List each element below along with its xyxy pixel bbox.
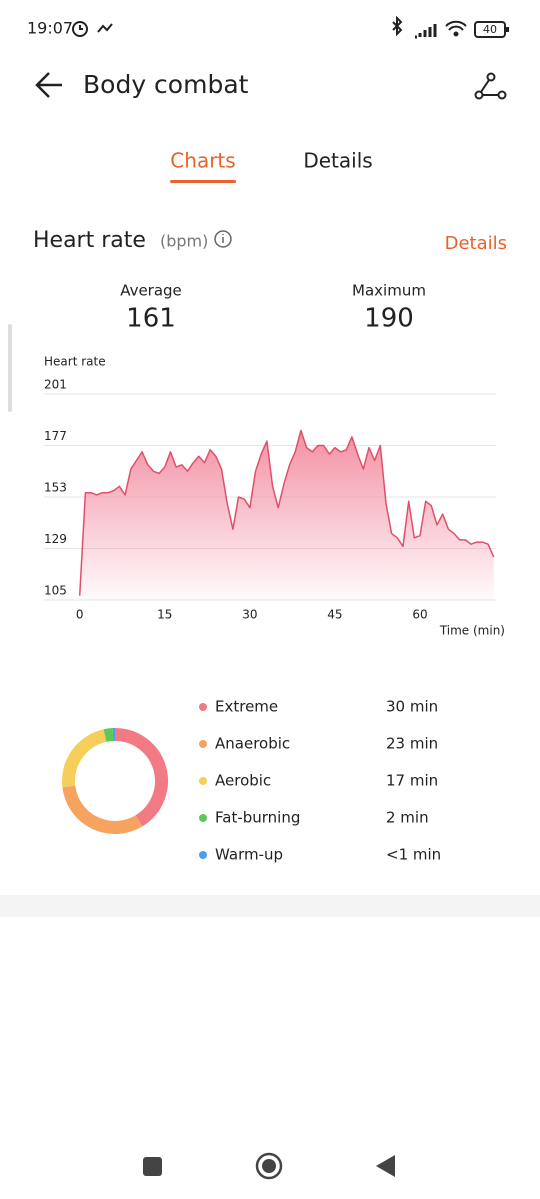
- x-tick-label: 0: [76, 608, 84, 622]
- x-tick-label: 15: [157, 608, 172, 622]
- zone-segment: [114, 728, 168, 827]
- legend-label: Aerobic: [215, 772, 271, 790]
- legend-value: 17 min: [386, 772, 438, 790]
- section-divider: [0, 895, 540, 917]
- info-icon[interactable]: [214, 230, 232, 248]
- legend-value: 23 min: [386, 735, 438, 753]
- stat-value: 161: [126, 304, 176, 334]
- legend-dot: [199, 740, 207, 748]
- nav-recents[interactable]: [143, 1157, 162, 1176]
- x-tick-label: 30: [242, 608, 257, 622]
- zone-legend: Extreme 30 min Anaerobic 23 min Aerobic 17 mi…: [199, 698, 441, 864]
- legend-label: Extreme: [215, 698, 278, 716]
- back-button[interactable]: [35, 72, 62, 98]
- legend-value: <1 min: [386, 846, 441, 864]
- nav-back[interactable]: [376, 1155, 395, 1177]
- zone-donut: [62, 728, 168, 834]
- legend-dot: [199, 851, 207, 859]
- tab-details[interactable]: Details: [303, 149, 372, 173]
- status-time: 19:07: [27, 19, 73, 38]
- legend-value: 30 min: [386, 698, 438, 716]
- tab-indicator: [170, 180, 236, 183]
- section-title: Heart rate: [33, 228, 146, 253]
- legend-value: 2 min: [386, 809, 429, 827]
- y-tick-label: 153: [44, 481, 67, 495]
- x-axis-label: Time (min): [439, 624, 505, 638]
- tab-charts[interactable]: Charts: [170, 149, 235, 173]
- y-tick-label: 201: [44, 378, 67, 392]
- legend-dot: [199, 814, 207, 822]
- x-tick-label: 45: [327, 608, 342, 622]
- details-link[interactable]: Details: [445, 233, 507, 254]
- scroll-indicator: [8, 324, 12, 412]
- x-tick-label: 60: [412, 608, 427, 622]
- heart-rate-area: [79, 430, 494, 600]
- legend-dot: [199, 777, 207, 785]
- legend-label: Warm-up: [215, 846, 283, 864]
- stat-value: 190: [364, 304, 414, 334]
- zone-segment: [62, 785, 143, 834]
- stat-label: Average: [120, 282, 182, 300]
- legend-label: Anaerobic: [215, 735, 290, 753]
- nav-home[interactable]: [255, 1152, 283, 1180]
- page-title: Body combat: [83, 70, 249, 99]
- legend-dot: [199, 703, 207, 711]
- section-unit: (bpm): [160, 232, 208, 251]
- y-tick-label: 129: [44, 532, 67, 546]
- heart-rate-chart: 105 129 153 177 201 0 15 30 45 60: [44, 378, 496, 622]
- zone-segment: [62, 729, 107, 788]
- battery-level: 40: [483, 23, 497, 36]
- status-icons: [72, 15, 509, 39]
- share-button[interactable]: [474, 72, 507, 100]
- y-tick-label: 105: [44, 584, 67, 598]
- legend-label: Fat-burning: [215, 809, 300, 827]
- heart-rate-line: [78, 429, 495, 596]
- y-tick-label: 177: [44, 429, 67, 443]
- y-axis-label: Heart rate: [44, 355, 106, 369]
- zone-segment: [103, 728, 114, 742]
- stat-label: Maximum: [352, 282, 426, 300]
